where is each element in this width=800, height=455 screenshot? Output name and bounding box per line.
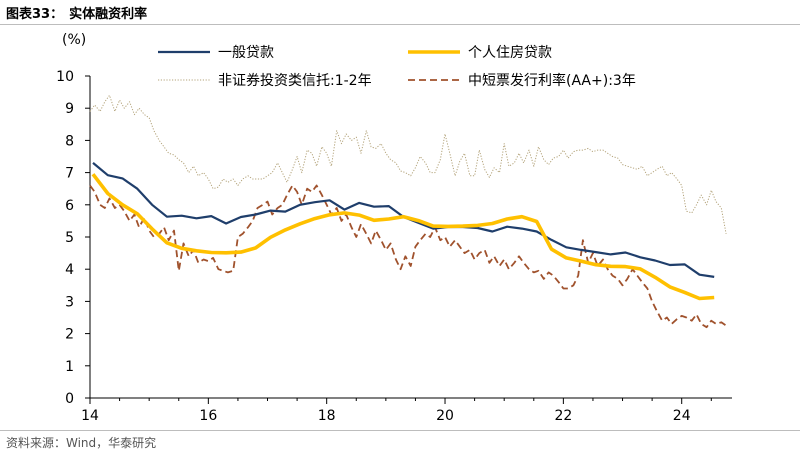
y-tick-label: 8 (65, 133, 74, 149)
series-line-0 (92, 162, 715, 278)
series-line-2 (89, 94, 727, 234)
y-tick-label: 10 (56, 69, 74, 85)
legend-label-1: 个人住房贷款 (468, 45, 552, 61)
y-tick-label: 4 (65, 262, 74, 278)
y-tick-label: 2 (65, 327, 74, 343)
y-tick-label: 9 (65, 101, 74, 117)
legend-label-3: 中短票发行利率(AA+):3年 (468, 72, 636, 89)
y-tick-label: 0 (65, 391, 74, 407)
source-note: 资料来源：Wind，华泰研究 (6, 436, 157, 450)
y-tick-label: 3 (65, 294, 74, 310)
title-divider (0, 24, 800, 25)
y-unit-label: (%) (62, 32, 86, 48)
x-tick-label: 24 (673, 408, 691, 424)
legend-label-0: 一般贷款 (218, 45, 274, 61)
line-chart: 0 1 2 3 4 5 6 7 8 9 10 14 16 18 20 22 24 一般贷款 个人住房贷款非证券投资… (56, 32, 732, 424)
series-line-1 (91, 173, 715, 301)
x-tick-label: 20 (436, 408, 454, 424)
figure-title: 图表33： 实体融资利率 (6, 3, 147, 22)
y-tick-label: 5 (65, 230, 74, 246)
x-tick-label: 16 (199, 408, 217, 424)
y-tick-label: 1 (65, 359, 74, 375)
figure-title-text: 实体融资利率 (69, 7, 148, 22)
figure-label: 图表33： (6, 7, 64, 22)
x-tick-label: 22 (554, 408, 572, 424)
chart-series (89, 94, 727, 329)
source-divider (0, 430, 800, 431)
chart-axes: 0 1 2 3 4 5 6 7 8 9 10 14 16 18 20 22 24 (56, 69, 732, 424)
legend-label-2: 非证券投资类信托:1-2年 (218, 73, 372, 89)
y-tick-label: 7 (65, 166, 74, 182)
x-tick-label: 14 (81, 408, 99, 424)
x-tick-label: 18 (318, 408, 336, 424)
series-line-3 (89, 184, 727, 329)
y-tick-label: 6 (65, 198, 74, 214)
